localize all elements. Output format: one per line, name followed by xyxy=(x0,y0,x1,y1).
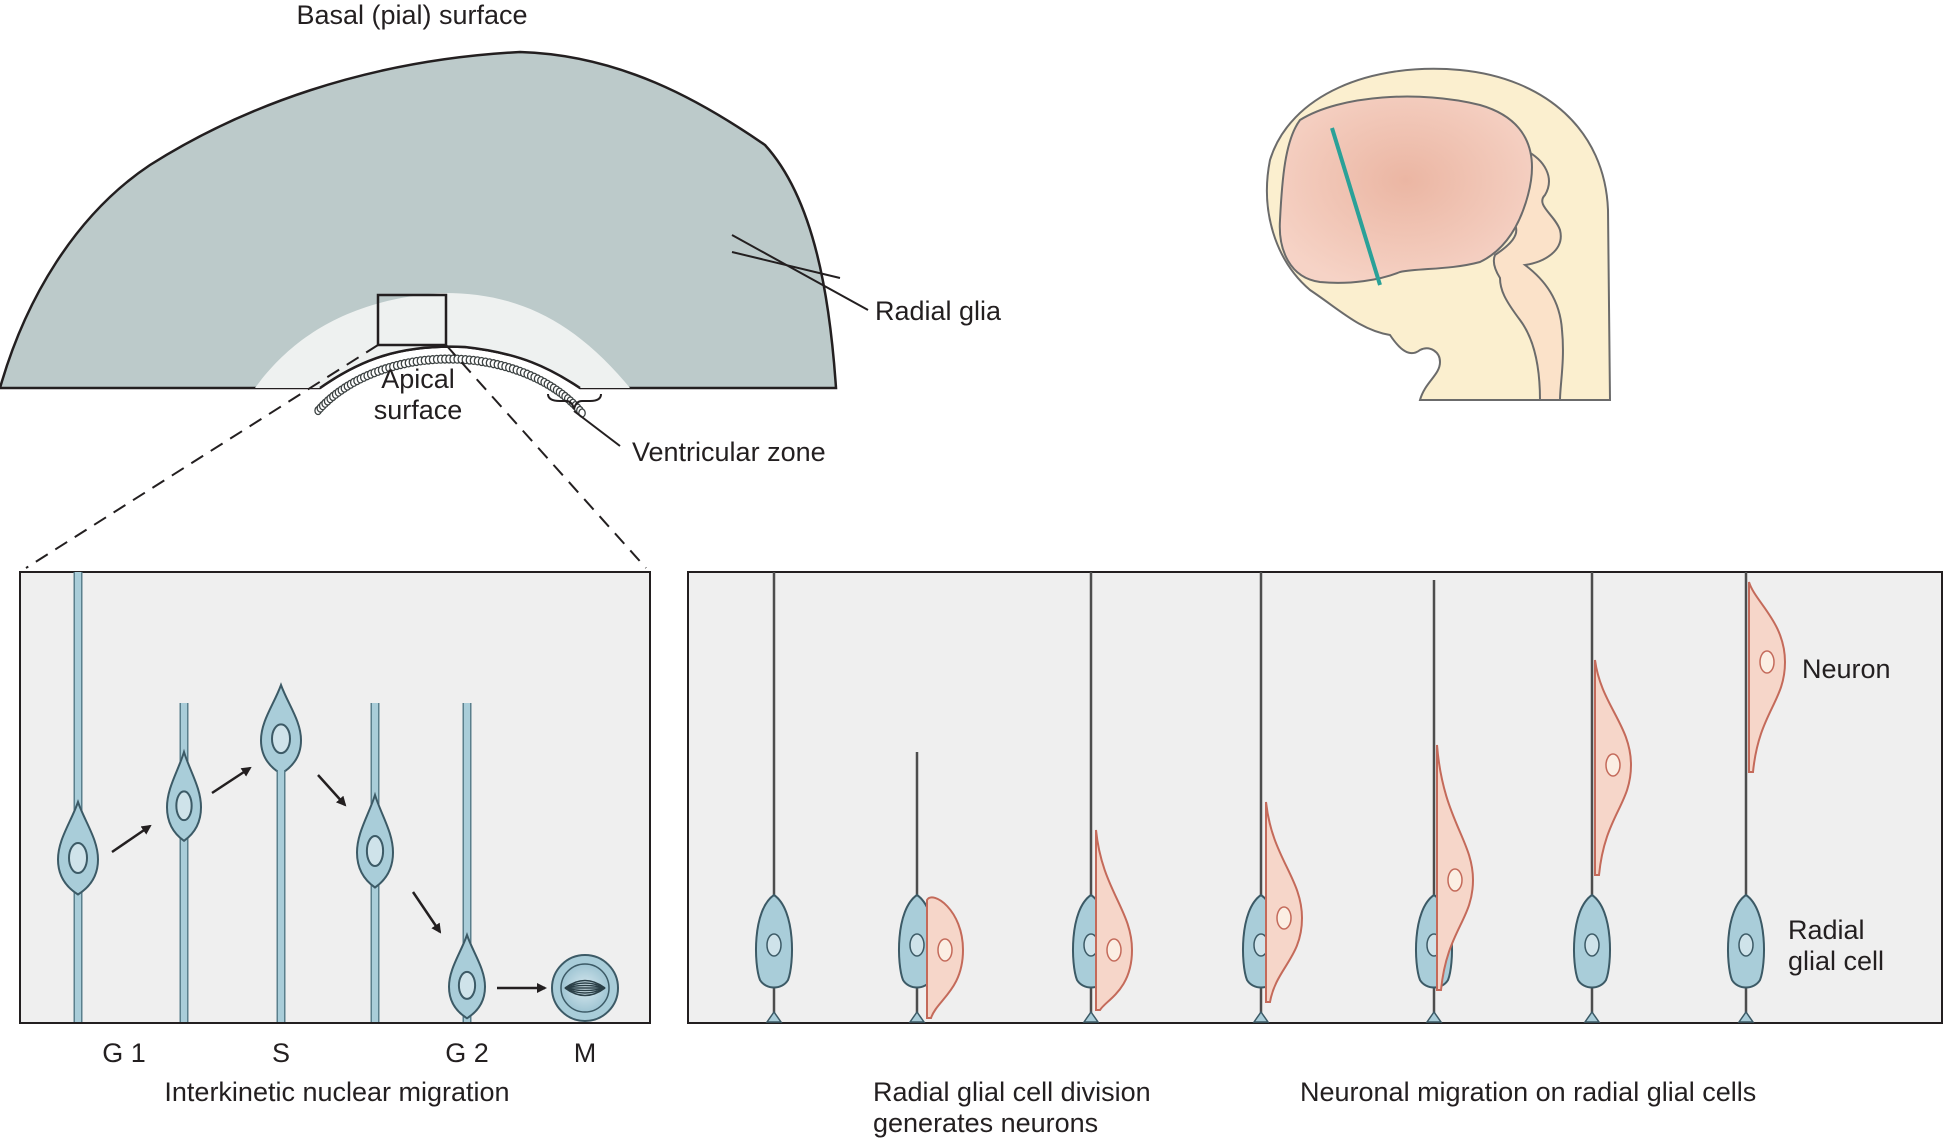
glial-nucleus xyxy=(271,723,291,755)
basal-surface-label: Basal (pial) surface xyxy=(296,0,527,30)
embryo-head-illustration xyxy=(1266,67,1612,401)
radial-glial-cell xyxy=(1573,572,1611,1023)
radial-glial-cell xyxy=(1727,572,1765,1023)
radial-glial-cell xyxy=(447,703,487,1022)
glial-nucleus xyxy=(909,933,925,957)
neuron-nucleus xyxy=(1759,650,1775,674)
endfoot xyxy=(908,1010,926,1023)
endfoot xyxy=(1252,1010,1270,1023)
migration-arrow xyxy=(111,824,152,854)
neuron-body xyxy=(1436,744,1475,991)
division-caption-line2: generates neurons xyxy=(873,1108,1098,1138)
migrating-neuron xyxy=(1265,801,1304,1003)
neuron-label: Neuron xyxy=(1802,654,1891,684)
zoom-line-right xyxy=(445,344,647,569)
ventricular-zone-nuclei xyxy=(314,354,586,418)
apical-surface-label-line2: surface xyxy=(374,395,463,425)
division-caption-line1: Radial glial cell division xyxy=(873,1077,1151,1107)
interkinetic-caption: Interkinetic nuclear migration xyxy=(164,1077,509,1107)
radial-glial-cell xyxy=(755,572,793,1023)
glial-nucleus xyxy=(175,790,193,822)
endfoot xyxy=(1082,1010,1100,1023)
apical-surface-label-line1: Apical xyxy=(381,364,455,394)
apical-surface-edge xyxy=(319,345,581,390)
radial-glial-cell-label-line1: Radial xyxy=(1788,915,1865,945)
stage-label-s: S xyxy=(272,1038,290,1068)
brain-hemisphere xyxy=(1278,95,1533,284)
interkinetic-panel xyxy=(19,571,651,1024)
glial-nucleus xyxy=(457,970,477,1000)
ventricular-zone-label: Ventricular zone xyxy=(632,437,826,467)
glial-nucleus xyxy=(1584,933,1600,957)
migrating-neuron xyxy=(1095,829,1134,1011)
zoom-line-left xyxy=(25,344,379,569)
neuron-nucleus xyxy=(1447,868,1463,892)
migration-caption: Neuronal migration on radial glial cells xyxy=(1300,1077,1756,1107)
glial-nucleus xyxy=(1738,933,1754,957)
neuron-nucleus xyxy=(1276,906,1292,930)
migrating-neuron xyxy=(926,896,965,1019)
neuron-body xyxy=(1748,581,1787,773)
endfoot xyxy=(1583,1010,1601,1023)
radial-glia-label: Radial glia xyxy=(875,296,1002,326)
radial-glial-cell xyxy=(355,703,395,1022)
stage-label-m: M xyxy=(574,1038,597,1068)
glial-nucleus xyxy=(766,933,782,957)
radial-glial-cell xyxy=(165,703,203,1022)
section-plane-line xyxy=(1330,127,1382,286)
endfoot xyxy=(765,1010,783,1023)
interkinetic-cells xyxy=(56,572,619,1022)
migrating-neuron xyxy=(1594,659,1633,876)
radial-glial-cell-label-line2: glial cell xyxy=(1788,946,1884,976)
zoom-box xyxy=(376,293,448,347)
stage-label-g1: G 1 xyxy=(102,1038,146,1068)
glial-nucleus xyxy=(68,842,88,874)
radial-glia-pointer-2 xyxy=(731,251,841,279)
migration-arrow xyxy=(317,774,347,807)
neuron-body xyxy=(1265,801,1304,1003)
endfoot xyxy=(1737,1010,1755,1023)
neuron-nucleus xyxy=(1106,938,1122,962)
radial-glia-pointer xyxy=(731,234,869,311)
mitotic-cell xyxy=(551,954,619,1022)
migration-arrow xyxy=(411,891,442,934)
neuron-nucleus xyxy=(937,938,953,962)
ventricular-zone-pointer xyxy=(573,410,621,447)
migration-arrow xyxy=(211,766,252,795)
migrating-neuron xyxy=(1748,581,1787,773)
migration-cells xyxy=(755,572,1787,1023)
stage-label-g2: G 2 xyxy=(445,1038,489,1068)
neuron-body xyxy=(1095,829,1134,1011)
glial-nucleus xyxy=(365,835,385,867)
neuron-nucleus xyxy=(1605,753,1621,777)
interkinetic-arrows xyxy=(111,766,547,993)
radial-glial-cell xyxy=(56,572,100,1022)
migrating-neuron xyxy=(1436,744,1475,991)
endfoot xyxy=(1425,1010,1443,1023)
ventricular-zone-brace xyxy=(547,393,602,410)
